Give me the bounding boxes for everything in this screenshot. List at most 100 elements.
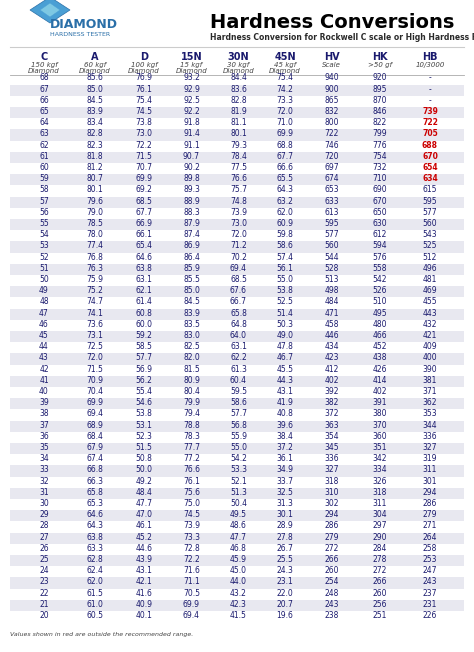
Text: 513: 513 bbox=[324, 275, 339, 284]
Text: 43.2: 43.2 bbox=[230, 589, 247, 598]
Text: 83.4: 83.4 bbox=[87, 118, 103, 127]
Text: 311: 311 bbox=[423, 466, 437, 475]
Text: 84.5: 84.5 bbox=[183, 297, 200, 306]
Text: 49.2: 49.2 bbox=[136, 477, 153, 486]
Text: 326: 326 bbox=[373, 477, 387, 486]
Text: 69.4: 69.4 bbox=[230, 264, 247, 273]
Text: 42.1: 42.1 bbox=[136, 578, 152, 587]
Text: 53: 53 bbox=[39, 241, 49, 250]
Text: 634: 634 bbox=[422, 174, 438, 183]
Text: 71.0: 71.0 bbox=[276, 118, 293, 127]
Text: 80.9: 80.9 bbox=[183, 376, 200, 385]
Text: 75.7: 75.7 bbox=[230, 186, 247, 194]
Text: 278: 278 bbox=[373, 555, 387, 564]
Text: 62.4: 62.4 bbox=[87, 567, 103, 575]
Text: 81.8: 81.8 bbox=[87, 152, 103, 161]
Text: 48.6: 48.6 bbox=[230, 522, 247, 531]
Text: 44.6: 44.6 bbox=[136, 544, 153, 553]
Text: 739: 739 bbox=[422, 107, 438, 116]
Text: 21: 21 bbox=[39, 600, 49, 609]
Text: 286: 286 bbox=[324, 522, 339, 531]
Text: 670: 670 bbox=[373, 197, 387, 205]
Text: 402: 402 bbox=[373, 387, 387, 396]
Text: 52: 52 bbox=[39, 253, 49, 261]
Text: Values shown in red are outside the recommended range.: Values shown in red are outside the reco… bbox=[10, 632, 193, 637]
Text: 79.3: 79.3 bbox=[230, 141, 247, 150]
Text: 46.7: 46.7 bbox=[276, 353, 293, 363]
Text: 62.1: 62.1 bbox=[136, 286, 152, 295]
Text: 64.6: 64.6 bbox=[136, 253, 153, 261]
Text: 79.6: 79.6 bbox=[86, 197, 103, 205]
Text: 577: 577 bbox=[423, 208, 438, 217]
Text: 68.9: 68.9 bbox=[87, 421, 103, 430]
Text: 70.4: 70.4 bbox=[86, 387, 103, 396]
Text: 231: 231 bbox=[423, 600, 437, 609]
Text: 46.1: 46.1 bbox=[136, 522, 153, 531]
Text: 83.0: 83.0 bbox=[183, 331, 200, 340]
Text: 53.1: 53.1 bbox=[136, 421, 153, 430]
Text: 69.4: 69.4 bbox=[183, 611, 200, 620]
Text: 62.0: 62.0 bbox=[87, 578, 103, 587]
Bar bbox=[10, 219, 464, 230]
Text: 37: 37 bbox=[39, 421, 49, 430]
Text: 68.4: 68.4 bbox=[87, 432, 103, 441]
Text: 30 kgf: 30 kgf bbox=[228, 62, 250, 68]
Text: 286: 286 bbox=[423, 499, 437, 508]
Text: 865: 865 bbox=[324, 96, 339, 105]
Text: 304: 304 bbox=[373, 511, 387, 519]
Text: 594: 594 bbox=[373, 241, 387, 250]
Text: 83.9: 83.9 bbox=[183, 308, 200, 318]
Text: 49.0: 49.0 bbox=[276, 331, 293, 340]
Text: 260: 260 bbox=[324, 567, 339, 575]
Text: Diamond: Diamond bbox=[28, 68, 60, 74]
Text: 595: 595 bbox=[423, 197, 438, 205]
Text: 455: 455 bbox=[423, 297, 438, 306]
Text: 63: 63 bbox=[39, 130, 49, 138]
Text: 272: 272 bbox=[373, 567, 387, 575]
Text: 63.2: 63.2 bbox=[276, 197, 293, 205]
Text: 66.1: 66.1 bbox=[136, 230, 153, 239]
Text: 920: 920 bbox=[373, 74, 387, 83]
Text: 62.8: 62.8 bbox=[87, 555, 103, 564]
Text: 10/3000: 10/3000 bbox=[415, 62, 445, 68]
Text: 66.7: 66.7 bbox=[230, 297, 247, 306]
Text: 82.3: 82.3 bbox=[87, 141, 103, 150]
Text: 45.9: 45.9 bbox=[230, 555, 247, 564]
Text: 498: 498 bbox=[324, 286, 339, 295]
Text: 319: 319 bbox=[423, 454, 437, 464]
Text: 799: 799 bbox=[373, 130, 387, 138]
Text: 63.1: 63.1 bbox=[136, 275, 153, 284]
Text: 63.8: 63.8 bbox=[136, 264, 153, 273]
Text: 79.9: 79.9 bbox=[183, 398, 200, 408]
Text: 56.1: 56.1 bbox=[276, 264, 293, 273]
Text: DIAMOND: DIAMOND bbox=[50, 18, 118, 31]
Text: 334: 334 bbox=[373, 466, 387, 475]
Text: 53.8: 53.8 bbox=[136, 409, 153, 419]
Text: 69.4: 69.4 bbox=[86, 409, 103, 419]
Text: 526: 526 bbox=[373, 286, 387, 295]
Text: 71.5: 71.5 bbox=[136, 152, 153, 161]
Text: 382: 382 bbox=[324, 398, 339, 408]
Text: 48: 48 bbox=[39, 297, 49, 306]
Text: 92.9: 92.9 bbox=[183, 85, 200, 94]
Text: 23: 23 bbox=[39, 578, 49, 587]
Text: 60.8: 60.8 bbox=[136, 308, 153, 318]
Text: 64: 64 bbox=[39, 118, 49, 127]
Text: 390: 390 bbox=[423, 364, 438, 374]
Text: 50.8: 50.8 bbox=[136, 454, 153, 464]
Text: 846: 846 bbox=[373, 107, 387, 116]
Text: 44: 44 bbox=[39, 342, 49, 351]
Text: 36: 36 bbox=[39, 432, 49, 441]
Text: 72.2: 72.2 bbox=[183, 555, 200, 564]
Text: 39: 39 bbox=[39, 398, 49, 408]
Polygon shape bbox=[30, 0, 70, 23]
Text: 363: 363 bbox=[324, 421, 339, 430]
Text: 544: 544 bbox=[324, 253, 339, 261]
Bar bbox=[10, 331, 464, 342]
Text: 392: 392 bbox=[324, 387, 339, 396]
Text: 63.3: 63.3 bbox=[86, 544, 103, 553]
Text: 72.2: 72.2 bbox=[136, 141, 152, 150]
Text: 20: 20 bbox=[39, 611, 49, 620]
Text: 47: 47 bbox=[39, 308, 49, 318]
Text: 50.3: 50.3 bbox=[276, 320, 293, 329]
